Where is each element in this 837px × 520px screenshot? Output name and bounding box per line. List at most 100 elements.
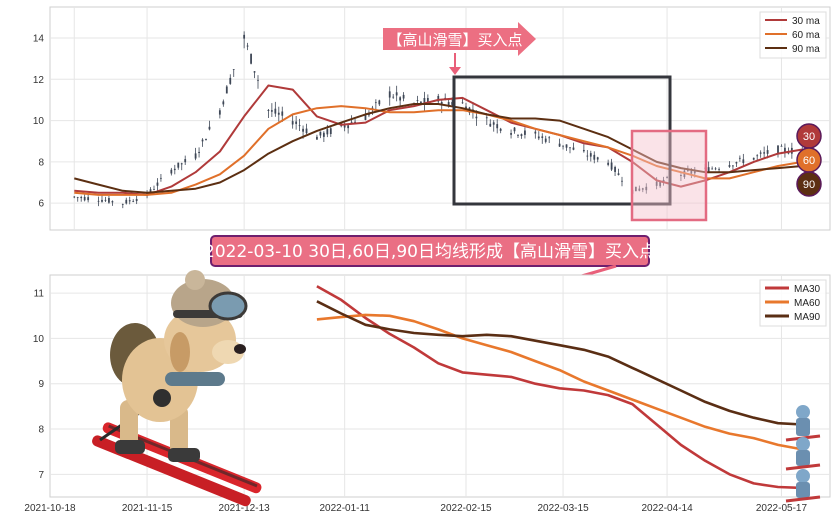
price-ma-lines xyxy=(74,84,803,196)
candle-body xyxy=(97,200,100,202)
badge-90 xyxy=(796,171,822,197)
small-skier-1-head xyxy=(796,405,810,419)
price-y-grid xyxy=(50,37,830,204)
candle-body xyxy=(378,100,381,105)
candle-body xyxy=(246,45,249,47)
candle-body xyxy=(537,136,540,139)
candle-body xyxy=(108,198,110,203)
candle-body xyxy=(666,177,668,178)
candle-body xyxy=(184,159,187,163)
badge-30-label: 30 xyxy=(803,131,815,143)
candle-body xyxy=(205,139,207,141)
candle-body xyxy=(534,131,537,134)
annotation-pointer-head xyxy=(449,67,461,75)
candle-body xyxy=(76,197,79,199)
ma-series-ma60 xyxy=(316,313,803,451)
legend-label-90ma: 90 ma xyxy=(792,44,820,55)
legend-label-30ma: 30 ma xyxy=(792,16,820,27)
candle-body xyxy=(229,77,232,84)
small-skier-3 xyxy=(785,469,821,503)
candle-body xyxy=(485,117,488,119)
dog-glove xyxy=(153,389,171,407)
ma-y-tick-label: 11 xyxy=(34,289,45,300)
candle-body xyxy=(655,181,658,186)
candle-body xyxy=(596,157,599,160)
candle-body xyxy=(756,155,759,157)
chart-title: 2022-03-10 30日,60日,90日均线形成【高山滑雪】买入点 xyxy=(204,242,656,262)
candle-body xyxy=(784,147,786,152)
candle-body xyxy=(763,152,766,154)
ma-legend: MA30 MA60 MA90 xyxy=(759,279,827,327)
candle-body xyxy=(499,128,502,131)
candle-body xyxy=(392,96,395,98)
candle-body xyxy=(274,108,277,114)
small-skier-2-body xyxy=(796,450,810,466)
candle-body xyxy=(690,171,693,174)
candle-body xyxy=(374,102,377,104)
dog-leg-back xyxy=(120,400,138,448)
candle-body xyxy=(426,97,429,103)
candle-body xyxy=(732,165,734,167)
candle-body xyxy=(641,188,644,190)
dog-ear xyxy=(170,332,190,372)
buy-zone-box xyxy=(630,129,708,222)
legend-label-ma90: MA90 xyxy=(794,312,821,323)
price-y-tick-labels: 6 8 10 12 14 xyxy=(33,33,45,209)
candle-body xyxy=(121,203,124,205)
candle-body xyxy=(569,147,571,149)
ma-x-tick-label: 2021-10-18 xyxy=(24,503,76,514)
candle-body xyxy=(270,110,273,112)
candle-body xyxy=(232,69,235,70)
candle-body xyxy=(638,188,641,191)
candle-body xyxy=(250,54,252,64)
candle-body xyxy=(517,135,519,136)
candle-body xyxy=(738,157,741,159)
ma-y-tick-labels: 7 8 9 10 11 xyxy=(33,289,45,481)
ma-x-tick-label: 2022-01-11 xyxy=(319,503,370,514)
dog-beanie-pompom xyxy=(185,270,205,290)
candle-body xyxy=(565,144,568,148)
candle-body xyxy=(243,34,246,39)
candle-body xyxy=(87,197,90,201)
price-series-60ma xyxy=(74,105,803,196)
ma-lines xyxy=(316,285,803,490)
candle-body xyxy=(388,91,391,98)
candle-body xyxy=(714,168,717,170)
candle-body xyxy=(510,133,512,135)
candle-body xyxy=(111,201,114,203)
candle-body xyxy=(291,121,294,125)
dog-scarf xyxy=(165,372,225,386)
badge-60-label: 60 xyxy=(803,155,815,167)
candle-body xyxy=(780,145,783,147)
price-legend: 30 ma 60 ma 90 ma xyxy=(759,11,827,59)
price-panel: 6 8 10 12 14 【高山滑雪】买入点 30 ma 60 ma 90 ma xyxy=(33,6,831,231)
candle-body xyxy=(125,199,128,204)
candle-body xyxy=(295,121,298,124)
candle-body xyxy=(693,171,696,174)
candle-body xyxy=(281,111,284,116)
candle-body xyxy=(607,162,610,165)
title-banner-box xyxy=(210,235,650,267)
candle-body xyxy=(742,159,745,164)
candle-body xyxy=(582,149,585,152)
candle-body xyxy=(461,102,464,104)
candle-body xyxy=(593,154,596,160)
candle-body xyxy=(489,123,492,127)
annotation-label: 【高山滑雪】买入点 xyxy=(387,31,522,49)
candle-body xyxy=(343,125,346,128)
candle-body xyxy=(73,196,76,198)
candle-body xyxy=(180,163,183,165)
legend-label-60ma: 60 ma xyxy=(792,30,820,41)
ma-y-tick-label: 8 xyxy=(38,425,44,436)
candle-body xyxy=(586,155,589,157)
candle-body xyxy=(562,145,564,147)
candle-body xyxy=(402,94,405,99)
candle-body xyxy=(735,162,738,164)
price-y-tick-label: 12 xyxy=(33,75,45,86)
small-skier-1-body xyxy=(796,418,810,436)
candle-body xyxy=(104,199,107,201)
small-skier-2-ski xyxy=(785,463,821,471)
candle-body xyxy=(787,152,790,154)
candle-body xyxy=(277,112,280,115)
candle-body xyxy=(520,134,523,137)
